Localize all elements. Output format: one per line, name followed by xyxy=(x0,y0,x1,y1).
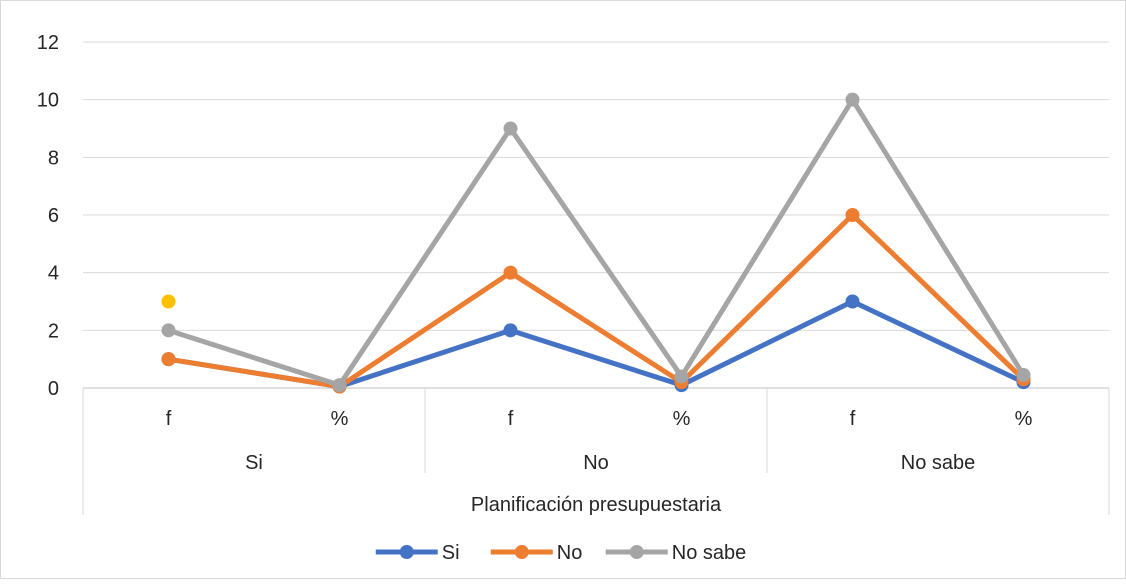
x-tick-label: % xyxy=(331,408,349,430)
legend-label: No xyxy=(557,542,583,564)
x-tick-label: % xyxy=(1015,408,1033,430)
y-tick-label: 8 xyxy=(48,147,59,169)
data-point xyxy=(674,369,689,384)
x-axis-title: Planificación presupuestaria xyxy=(471,494,722,516)
series-lines xyxy=(166,97,1026,390)
legend-marker xyxy=(399,545,414,559)
data-point xyxy=(332,378,347,393)
y-tick-label: 4 xyxy=(48,263,59,285)
data-points xyxy=(161,92,1031,394)
data-point xyxy=(503,323,518,338)
data-point-extra xyxy=(161,294,176,309)
x-group-label: No xyxy=(583,452,609,474)
series-line xyxy=(166,97,1026,388)
x-tick-label: % xyxy=(673,408,691,430)
data-point xyxy=(161,352,176,367)
x-group-label: No sabe xyxy=(901,452,976,474)
data-point xyxy=(845,92,860,107)
data-point xyxy=(503,121,518,136)
y-tick-label: 10 xyxy=(37,90,59,112)
x-tick-label: f xyxy=(850,408,856,430)
data-point xyxy=(503,265,518,280)
y-tick-label: 12 xyxy=(37,32,59,54)
series-line xyxy=(166,212,1026,390)
axes: 0 2 4 6 8 10 12 f% f% f % Si No No sabe Planificación … xyxy=(37,32,1110,516)
legend-marker xyxy=(514,545,529,559)
y-tick-label: 0 xyxy=(48,378,59,400)
data-point xyxy=(161,323,176,338)
data-point xyxy=(1016,368,1031,383)
data-point xyxy=(845,208,860,222)
y-tick-label: 2 xyxy=(48,320,59,342)
x-tick-label: f xyxy=(166,408,172,430)
x-group-label: Si xyxy=(245,452,263,474)
legend-label: Si xyxy=(442,542,460,564)
legend: Si No No sabe xyxy=(375,542,747,564)
legend-label: No sabe xyxy=(672,542,747,564)
data-point xyxy=(845,294,860,309)
gridlines xyxy=(83,41,1109,331)
x-tick-label: f xyxy=(508,408,514,430)
legend-marker xyxy=(629,545,644,559)
y-tick-label: 6 xyxy=(48,205,59,227)
